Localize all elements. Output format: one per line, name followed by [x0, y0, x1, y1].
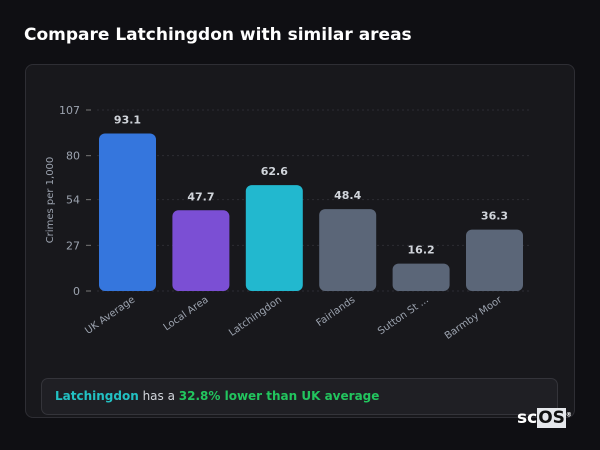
x-tick-label: Sutton St ... [376, 294, 431, 337]
y-tick-label: 107 [59, 104, 80, 117]
scos-logo: scOS® [517, 408, 572, 428]
bar [245, 185, 303, 291]
x-tick-label: Fairlands [315, 294, 358, 329]
bar [319, 209, 377, 291]
data-label: 48.4 [334, 189, 361, 202]
y-tick-label: 0 [73, 285, 80, 298]
logo-os: OS [537, 408, 566, 428]
x-tick-label: Latchingdon [227, 294, 284, 338]
y-tick-label: 27 [66, 239, 80, 252]
y-axis-label: Crimes per 1,000 [45, 157, 56, 244]
bar [172, 210, 230, 291]
summary-text: has a [138, 389, 179, 403]
y-tick-label: 54 [66, 194, 80, 207]
logo-text: sc [517, 408, 538, 428]
data-label: 47.7 [187, 190, 214, 203]
bar [466, 229, 523, 291]
data-label: 93.1 [114, 114, 141, 127]
summary-area: Latchingdon [55, 389, 139, 403]
x-tick-label: Local Area [162, 294, 211, 333]
x-tick-label: Barmby Moor [443, 294, 505, 342]
data-label: 16.2 [408, 244, 435, 257]
logo-mark: ® [565, 411, 572, 419]
data-label: 36.3 [481, 210, 508, 223]
x-tick-label: UK Average [83, 294, 137, 336]
y-tick-label: 80 [66, 150, 80, 163]
data-label: 62.6 [261, 165, 288, 178]
summary-comparison: 32.8% lower than UK average [178, 389, 380, 403]
bar [392, 263, 450, 291]
page-title: Compare Latchingdon with similar areas [24, 25, 412, 45]
bar [99, 133, 156, 291]
summary-banner: Latchingdon has a 32.8% lower than UK av… [41, 378, 558, 415]
